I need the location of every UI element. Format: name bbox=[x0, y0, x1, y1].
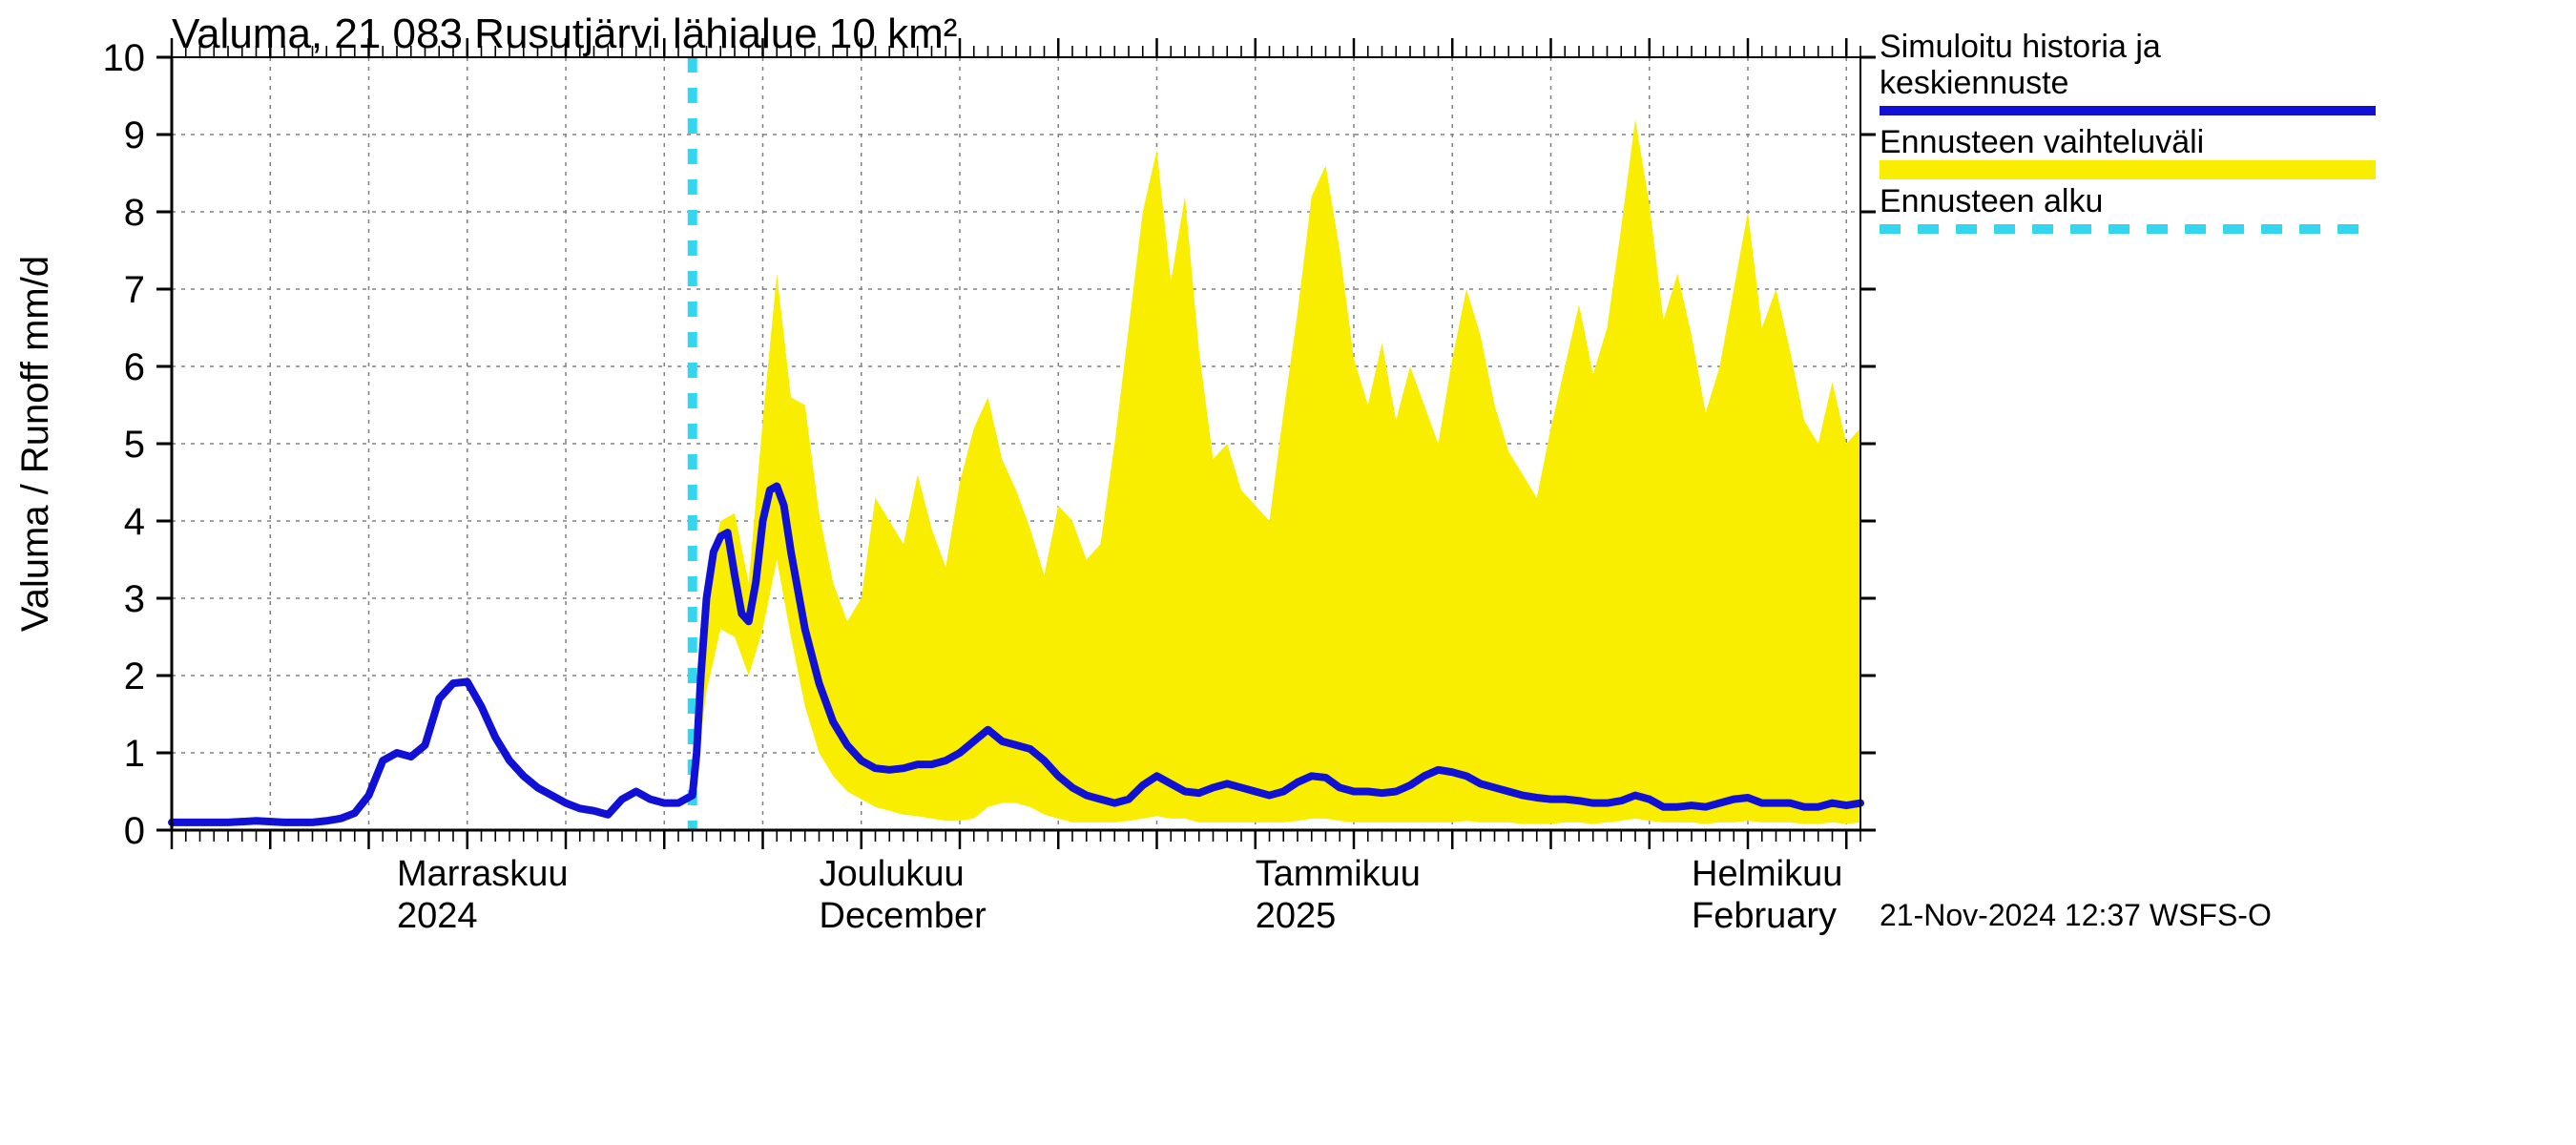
y-tick-label: 0 bbox=[124, 810, 145, 852]
x-month-label: Marraskuu bbox=[397, 854, 569, 894]
x-month-label: Helmikuu bbox=[1692, 854, 1842, 894]
y-tick-label: 3 bbox=[124, 578, 145, 620]
legend-label: Ennusteen alku bbox=[1880, 183, 2103, 219]
footer-timestamp: 21-Nov-2024 12:37 WSFS-O bbox=[1880, 898, 2272, 932]
x-month-labels: Marraskuu2024 JoulukuuDecember Tammikuu202… bbox=[397, 854, 1842, 936]
legend-label: Simuloitu historia ja bbox=[1880, 29, 2161, 65]
y-tick-label: 8 bbox=[124, 192, 145, 234]
y-axis-label: Valuma / Runoff mm/d bbox=[14, 256, 56, 632]
y-tick-label: 9 bbox=[124, 114, 145, 156]
y-tick-label: 4 bbox=[124, 501, 145, 543]
legend-label: keskiennuste bbox=[1880, 65, 2068, 101]
y-tick-label: 1 bbox=[124, 733, 145, 775]
x-month-sub-label: 2025 bbox=[1256, 896, 1337, 936]
legend-label: Ennusteen vaihteluväli bbox=[1880, 124, 2204, 160]
legend: Simuloitu historia jakeskiennuste Ennuste… bbox=[1880, 29, 2376, 229]
y-tick-label: 2 bbox=[124, 656, 145, 697]
x-month-sub-label: February bbox=[1692, 896, 1837, 936]
runoff-chart: 0 1 2 3 4 5 6 7 8 9 10 Marraskuu2024 JoulukuuDecemb… bbox=[0, 0, 2576, 1145]
y-tick-label: 10 bbox=[103, 37, 146, 79]
chart-title: Valuma, 21 083 Rusutjärvi lähialue 10 km… bbox=[172, 10, 957, 57]
x-month-label: Joulukuu bbox=[820, 854, 965, 894]
x-month-sub-label: December bbox=[820, 896, 987, 936]
y-tick-label: 7 bbox=[124, 269, 145, 311]
x-month-label: Tammikuu bbox=[1256, 854, 1421, 894]
y-tick-label: 5 bbox=[124, 424, 145, 466]
y-tick-label: 6 bbox=[124, 346, 145, 388]
legend-band-swatch bbox=[1880, 160, 2376, 179]
x-month-sub-label: 2024 bbox=[397, 896, 478, 936]
